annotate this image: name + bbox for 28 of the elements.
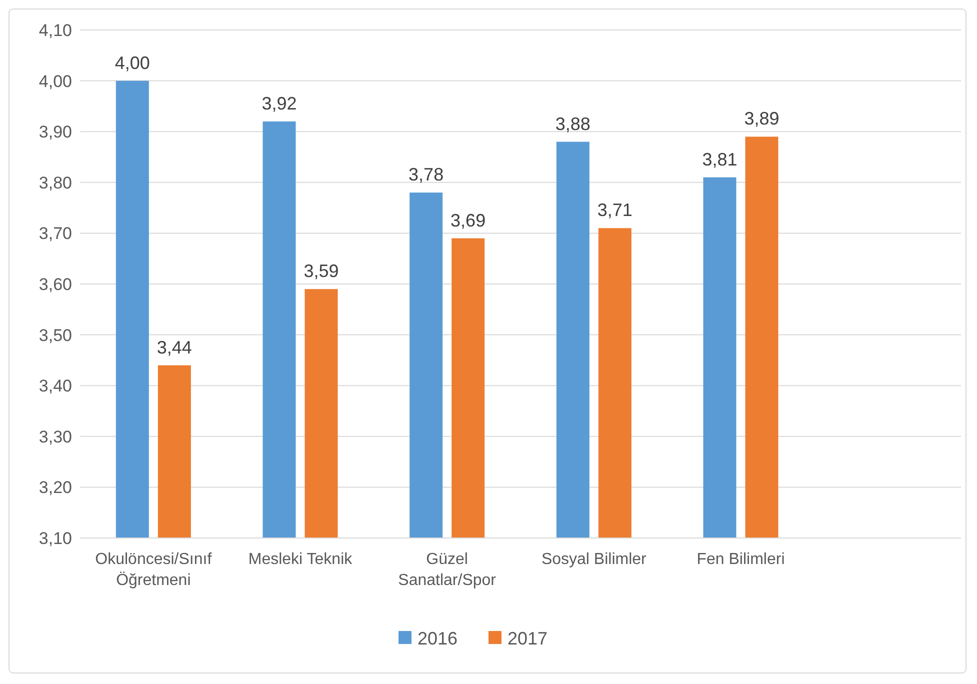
data-label: 3,81: [702, 149, 738, 170]
y-tick-label: 4,00: [38, 72, 72, 91]
data-label: 3,71: [597, 200, 632, 220]
data-label: 3,88: [555, 114, 590, 134]
y-tick-label: 3,90: [38, 122, 72, 142]
legend-label: 2017: [508, 628, 548, 648]
data-label: 3,44: [156, 337, 192, 358]
y-tick-label: 3,10: [38, 528, 72, 548]
y-tick-label: 3,60: [38, 274, 72, 294]
x-tick-label: Okulöncesi/Sınıf Öğretmeni: [95, 551, 212, 589]
y-tick-label: 3,30: [38, 427, 72, 446]
y-tick-label: 4,10: [38, 20, 72, 40]
legend-label: 2016: [418, 628, 458, 648]
x-tick-label: Fen Bilimleri: [696, 551, 785, 568]
data-label: 3,69: [450, 210, 486, 230]
data-label: 3,92: [262, 93, 297, 114]
y-tick-label: 3,50: [38, 326, 72, 345]
data-label: 3,89: [744, 108, 780, 129]
data-label: 3,78: [408, 164, 444, 185]
x-tick-label: Güzel Sanatlar/Spor: [398, 551, 497, 589]
x-tick-label: Mesleki Teknik: [248, 551, 354, 568]
y-tick-label: 3,20: [38, 478, 72, 498]
y-tick-label: 3,80: [38, 173, 72, 192]
y-tick-label: 3,70: [38, 224, 72, 244]
y-tick-label: 3,40: [38, 376, 72, 396]
data-label: 3,59: [304, 261, 339, 282]
x-tick-label: Sosyal Bilimler: [541, 551, 648, 568]
data-label: 4,00: [114, 52, 150, 73]
